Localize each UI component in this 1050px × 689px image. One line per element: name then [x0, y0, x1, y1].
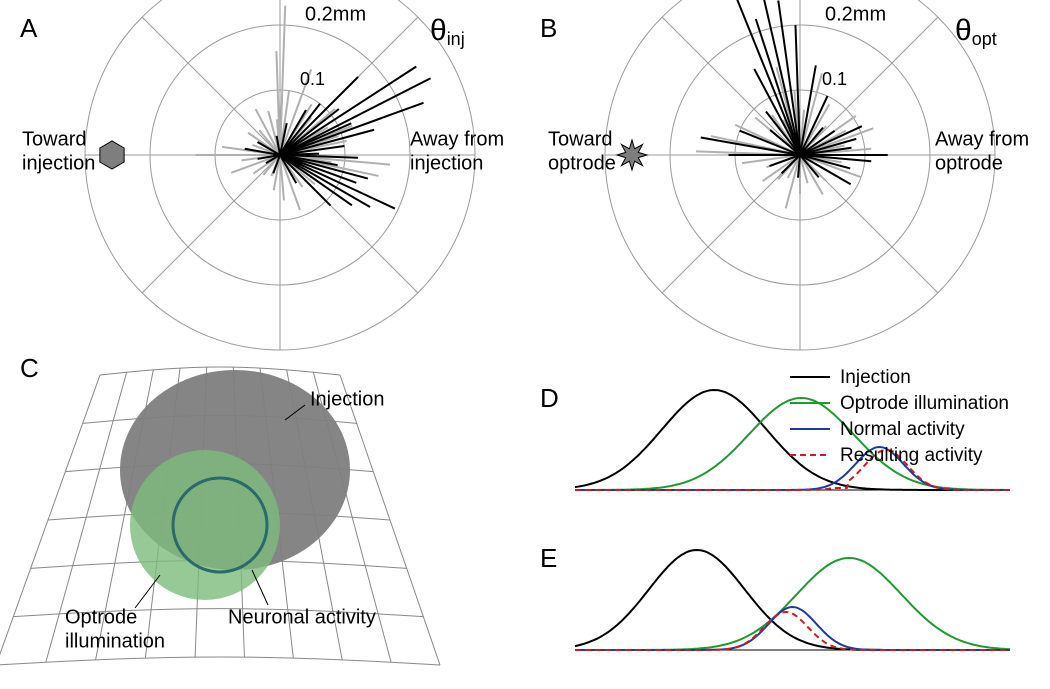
- legend-label: Normal activity: [840, 419, 965, 440]
- figure-svg: ABCDE0.10.2mmθinjTowardinjectionAway fro…: [0, 0, 1050, 689]
- legend-label: Injection: [840, 367, 911, 388]
- svg-text:0.2mm: 0.2mm: [305, 3, 366, 25]
- svg-text:injection: injection: [410, 152, 483, 174]
- polar-plot-b-theta-label: θopt: [955, 14, 997, 49]
- svg-text:Away from: Away from: [410, 128, 504, 150]
- curves-e: [575, 550, 1010, 650]
- panel-label-D: D: [540, 383, 559, 413]
- svg-text:Toward: Toward: [22, 128, 86, 150]
- svg-text:optrode: optrode: [548, 152, 616, 174]
- svg-text:Optrode: Optrode: [65, 606, 137, 628]
- svg-text:injection: injection: [22, 152, 95, 174]
- polar-plot-b: [605, 0, 995, 350]
- svg-text:0.1: 0.1: [822, 69, 847, 89]
- panel-label-B: B: [540, 13, 557, 43]
- svg-text:Away from: Away from: [935, 128, 1029, 150]
- polar-plot-a: [85, 0, 475, 350]
- panel-label-E: E: [540, 543, 557, 573]
- panel-label-A: A: [20, 13, 38, 43]
- legend: [790, 377, 830, 455]
- injection-marker-icon: [100, 141, 124, 169]
- svg-text:Neuronal activity: Neuronal activity: [228, 606, 376, 628]
- svg-text:Toward: Toward: [548, 128, 612, 150]
- svg-text:optrode: optrode: [935, 152, 1003, 174]
- legend-label: Resulting activity: [840, 445, 983, 466]
- svg-text:0.2mm: 0.2mm: [825, 3, 886, 25]
- optrode-marker-icon: [617, 140, 647, 170]
- legend-label: Optrode illumination: [840, 393, 1009, 414]
- svg-text:0.1: 0.1: [300, 69, 325, 89]
- illumination-region: [130, 450, 280, 600]
- polar-plot-a-theta-label: θinj: [430, 14, 465, 49]
- panel-label-C: C: [20, 353, 39, 383]
- svg-text:Injection: Injection: [310, 388, 385, 410]
- curves-e-resulting-curve: [575, 612, 1010, 650]
- svg-text:illumination: illumination: [65, 630, 165, 652]
